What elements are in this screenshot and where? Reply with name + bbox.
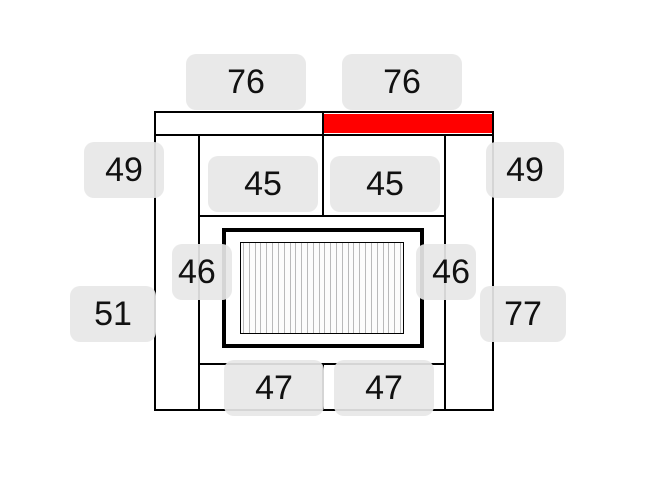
grille-outer-top: [222, 228, 424, 232]
outer-bottom: [154, 409, 494, 411]
grille-ribs: [240, 242, 404, 334]
label-46-right[interactable]: 46: [416, 244, 476, 300]
label-46-left[interactable]: 46: [172, 244, 232, 300]
label-45-left[interactable]: 45: [208, 156, 318, 212]
outer-top: [154, 111, 494, 113]
label-76-left[interactable]: 76: [186, 54, 306, 110]
label-47-left[interactable]: 47: [224, 360, 324, 416]
label-45-right[interactable]: 45: [330, 156, 440, 212]
label-49-left[interactable]: 49: [84, 142, 164, 198]
label-77[interactable]: 77: [480, 286, 566, 342]
label-47-right[interactable]: 47: [334, 360, 434, 416]
label-49-right[interactable]: 49: [486, 142, 564, 198]
highlight-bar: [324, 114, 492, 133]
parts-diagram: { "diagram": { "type": "exploded-parts-d…: [0, 0, 651, 500]
mid-shelf: [198, 215, 446, 217]
grille-outer-bottom: [222, 344, 424, 348]
top-shelf: [154, 134, 494, 136]
label-51[interactable]: 51: [70, 286, 156, 342]
label-76-right[interactable]: 76: [342, 54, 462, 110]
